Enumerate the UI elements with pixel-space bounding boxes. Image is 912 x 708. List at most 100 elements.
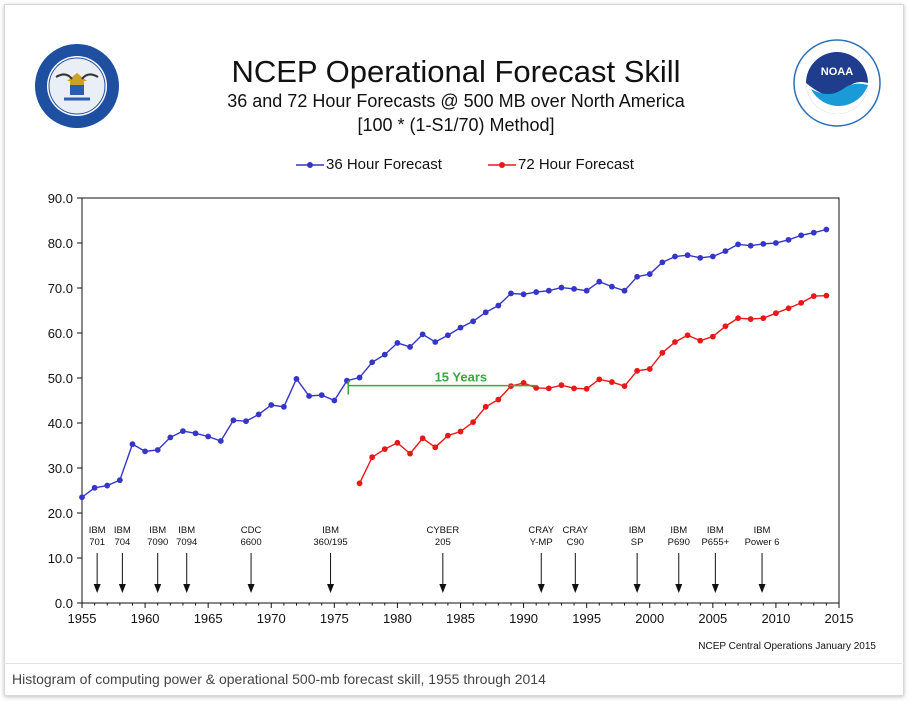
computer-label-line1: IBM xyxy=(149,525,166,536)
series-36h-point xyxy=(129,441,136,448)
series-36h-point xyxy=(154,447,161,453)
computer-arrowhead xyxy=(439,584,447,593)
series-72h-point xyxy=(583,385,590,392)
series-72h-point xyxy=(823,292,830,299)
computer-arrowhead xyxy=(537,584,545,593)
x-tick-label: 1980 xyxy=(383,611,412,626)
y-tick-label: 40.0 xyxy=(48,416,73,431)
series-36h-point xyxy=(508,290,514,297)
series-36h-point xyxy=(684,252,691,259)
series-36h-point xyxy=(798,232,805,239)
series-36h-point xyxy=(810,229,817,236)
series-72h-point xyxy=(457,428,464,435)
series-36h-point xyxy=(243,418,249,425)
series-72h-point xyxy=(672,339,678,345)
x-tick-label: 1975 xyxy=(320,611,349,626)
computer-label-line2: 360/195 xyxy=(313,537,347,548)
computer-label-line2: Y-MP xyxy=(530,537,553,548)
series-72h-point xyxy=(444,432,451,439)
computer-label-line2: 205 xyxy=(435,537,451,548)
figure-caption: Histogram of computing power & operation… xyxy=(12,671,546,687)
series-72h-point xyxy=(533,385,540,391)
x-tick-label: 1955 xyxy=(68,611,97,626)
x-tick-label: 1995 xyxy=(572,611,601,626)
series-36h-point xyxy=(356,374,363,381)
series-72h-point xyxy=(495,396,502,403)
computer-arrowhead xyxy=(93,584,101,593)
series-36h-point xyxy=(230,417,237,424)
computer-label-line2: C90 xyxy=(567,537,584,548)
legend-label-36h: 36 Hour Forecast xyxy=(326,156,442,173)
series-36h-point xyxy=(306,393,312,399)
computer-arrowhead xyxy=(633,584,641,593)
series-36h-point xyxy=(646,271,653,277)
series-36h-point xyxy=(79,494,85,501)
series-36h-point xyxy=(180,428,186,434)
series-72h-point xyxy=(571,385,577,392)
series-36h-point xyxy=(432,339,439,345)
series-72h-point xyxy=(558,382,565,389)
annotation-label: 15 Years xyxy=(435,370,488,385)
series-36h-point xyxy=(268,402,275,408)
caption-divider xyxy=(4,663,902,664)
series-72h-point xyxy=(810,293,817,299)
series-36h-point xyxy=(318,392,325,398)
series-36h-point xyxy=(571,286,577,292)
series-36h-point xyxy=(735,241,741,248)
series-72h-point xyxy=(634,367,641,374)
x-tick-label: 1965 xyxy=(194,611,223,626)
series-36h-point xyxy=(558,284,565,291)
series-36h-point xyxy=(520,291,527,298)
computer-arrowhead xyxy=(118,584,126,593)
series-72h-point xyxy=(621,383,628,389)
computer-label-line1: CRAY xyxy=(528,525,554,536)
series-72h-point xyxy=(369,454,376,461)
series-72h-point xyxy=(659,349,666,356)
x-tick-label: 1970 xyxy=(257,611,286,626)
computer-arrowhead xyxy=(247,584,255,593)
legend-item-72h: 72 Hour Forecast xyxy=(488,156,634,173)
computer-label-line2: 7090 xyxy=(147,537,168,548)
series-36h-point xyxy=(823,226,830,233)
series-72h-point xyxy=(596,376,603,383)
series-36h-point xyxy=(381,351,388,358)
series-36h-point xyxy=(457,324,464,331)
computer-arrowhead xyxy=(675,584,683,593)
x-tick-label: 1985 xyxy=(446,611,475,626)
series-72h-point xyxy=(773,310,779,317)
legend-swatch-72h xyxy=(488,161,516,168)
series-36h-point xyxy=(722,248,729,255)
series-36h-point xyxy=(344,377,350,384)
footer-credit: NCEP Central Operations January 2015 xyxy=(698,641,876,652)
series-72h-point xyxy=(394,439,401,446)
x-tick-label: 2010 xyxy=(761,611,790,626)
series-36h-point xyxy=(419,331,426,338)
series-72h-point xyxy=(381,446,388,452)
computer-label-line1: IBM xyxy=(629,525,646,536)
series-72h-point xyxy=(798,299,805,306)
series-72h-point xyxy=(482,403,489,410)
series-36h-point xyxy=(331,397,338,404)
computer-arrowhead xyxy=(571,584,579,593)
computer-arrowhead xyxy=(711,584,719,593)
series-72h-point xyxy=(470,419,477,425)
series-72h-line xyxy=(358,294,827,484)
series-36h-point xyxy=(116,477,123,484)
computer-label-line2: 6600 xyxy=(240,537,261,548)
series-36h-point xyxy=(672,253,678,260)
y-tick-label: 0.0 xyxy=(55,596,73,611)
series-36h-point xyxy=(596,278,603,285)
series-72h-point xyxy=(684,332,691,339)
series-72h-point xyxy=(407,450,413,457)
chart-method: [100 * (1-S1/70) Method] xyxy=(357,115,555,135)
noaa-wordmark: NOAA xyxy=(821,66,853,78)
series-36h-point xyxy=(760,241,767,247)
series-36h-point xyxy=(482,309,489,316)
series-72h-point xyxy=(419,435,426,442)
y-tick-label: 90.0 xyxy=(48,191,73,206)
series-36h-point xyxy=(785,236,792,243)
computer-label-line1: IBM xyxy=(670,525,687,536)
series-36h-point xyxy=(104,482,111,489)
series-72h-point xyxy=(520,380,527,386)
